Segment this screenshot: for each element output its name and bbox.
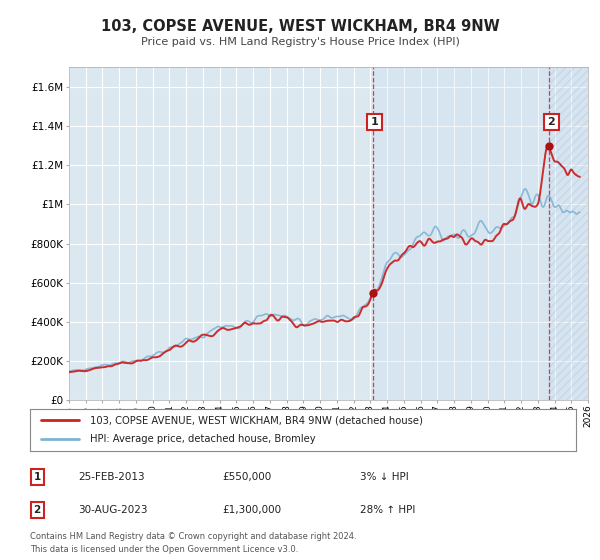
Text: £1,300,000: £1,300,000 [222, 505, 281, 515]
Text: 2: 2 [547, 117, 555, 127]
Text: HPI: Average price, detached house, Bromley: HPI: Average price, detached house, Brom… [90, 435, 316, 445]
Text: 28% ↑ HPI: 28% ↑ HPI [360, 505, 415, 515]
Bar [549, 67, 588, 400]
Text: 25-FEB-2013: 25-FEB-2013 [78, 472, 145, 482]
Text: 3% ↓ HPI: 3% ↓ HPI [360, 472, 409, 482]
Text: 30-AUG-2023: 30-AUG-2023 [78, 505, 148, 515]
Text: 103, COPSE AVENUE, WEST WICKHAM, BR4 9NW (detached house): 103, COPSE AVENUE, WEST WICKHAM, BR4 9NW… [90, 415, 423, 425]
Text: 103, COPSE AVENUE, WEST WICKHAM, BR4 9NW: 103, COPSE AVENUE, WEST WICKHAM, BR4 9NW [101, 20, 499, 34]
Bar [373, 67, 549, 400]
Text: Price paid vs. HM Land Registry's House Price Index (HPI): Price paid vs. HM Land Registry's House … [140, 37, 460, 47]
Text: £550,000: £550,000 [222, 472, 271, 482]
Text: 1: 1 [371, 117, 379, 127]
Text: Contains HM Land Registry data © Crown copyright and database right 2024.
This d: Contains HM Land Registry data © Crown c… [30, 532, 356, 554]
Bar [549, 67, 588, 400]
Text: 2: 2 [34, 505, 41, 515]
Text: 1: 1 [34, 472, 41, 482]
